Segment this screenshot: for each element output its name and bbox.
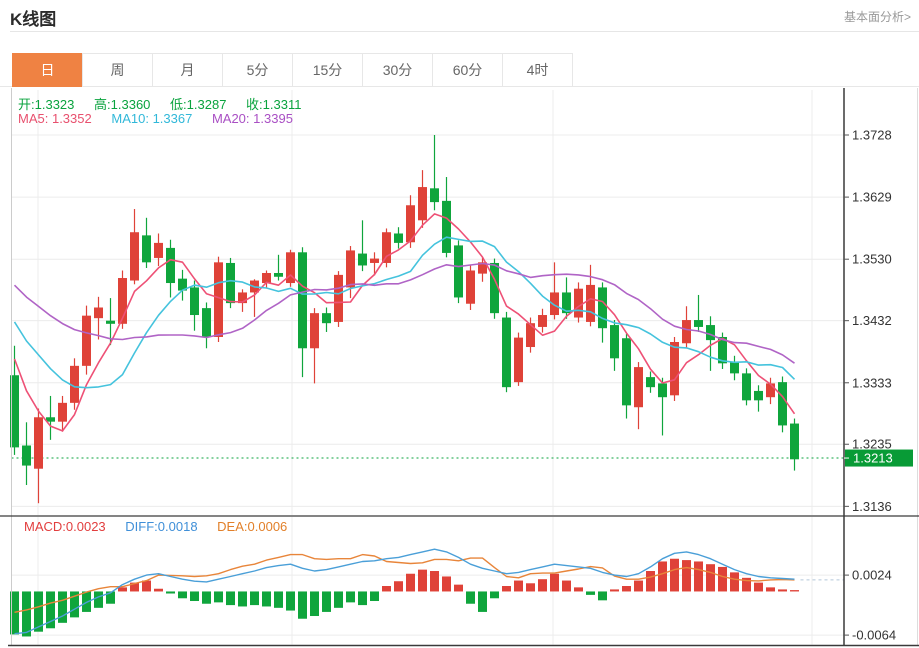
svg-text:1.3629: 1.3629 [852,190,892,205]
current-price-tag: 1.3213 [844,449,913,467]
svg-text:0.0024: 0.0024 [852,568,892,583]
low-value: 低:1.3287 [170,97,227,112]
tab-5分[interactable]: 5分 [222,53,293,87]
ma-info: MA5: 1.3352 MA10: 1.3367 MA20: 1.3395 [18,111,309,126]
macd-info: MACD:0.0023 DIFF:0.0018 DEA:0.0006 [24,519,303,534]
ohlc-info: 开:1.3323 高:1.3360 低:1.3287 收:1.3311 [18,94,317,113]
macd-value: MACD:0.0023 [24,519,106,534]
page-title: K线图 [10,10,57,29]
diff-value: DIFF:0.0018 [125,519,198,534]
svg-text:1.3728: 1.3728 [852,128,892,143]
svg-text:1.3136: 1.3136 [852,499,892,514]
svg-text:1.3530: 1.3530 [852,252,892,267]
tab-30分[interactable]: 30分 [362,53,433,87]
tab-15分[interactable]: 15分 [292,53,363,87]
dea-line [14,553,795,613]
high-value: 高:1.3360 [94,97,151,112]
dea-value: DEA:0.0006 [217,519,288,534]
header-divider [10,31,919,32]
tab-4时[interactable]: 4时 [502,53,573,87]
svg-text:1.3213: 1.3213 [853,451,893,466]
svg-text:1.3333: 1.3333 [852,375,892,390]
tab-月[interactable]: 月 [152,53,223,87]
ma10-line [13,236,796,389]
fundamental-analysis-link[interactable]: 基本面分析> [843,10,911,24]
svg-text:1.3235: 1.3235 [852,437,892,452]
ma5-value: MA5: 1.3352 [18,111,92,126]
ma10-value: MA10: 1.3367 [111,111,193,126]
svg-text:1.3432: 1.3432 [852,313,892,328]
tab-bar: 日周月 5分 15分 30分 60分 4时 [12,53,573,87]
svg-text:-0.0064: -0.0064 [852,628,896,643]
ma20-value: MA20: 1.3395 [211,111,293,126]
y-axis-labels: 1.3728 1.3629 1.3530 1.3432 1.3333 1.3235 1.31… [844,128,896,643]
ma20-line [13,262,795,364]
tab-周[interactable]: 周 [82,53,153,87]
candles-layer [10,135,799,504]
tab-日[interactable]: 日 [12,53,83,87]
ma5-line [13,213,796,432]
macd-histogram-layer [10,558,799,637]
open-value: 开:1.3323 [18,97,75,112]
close-value: 收:1.3311 [246,97,302,112]
tab-60分[interactable]: 60分 [432,53,503,87]
diff-line [14,548,795,635]
